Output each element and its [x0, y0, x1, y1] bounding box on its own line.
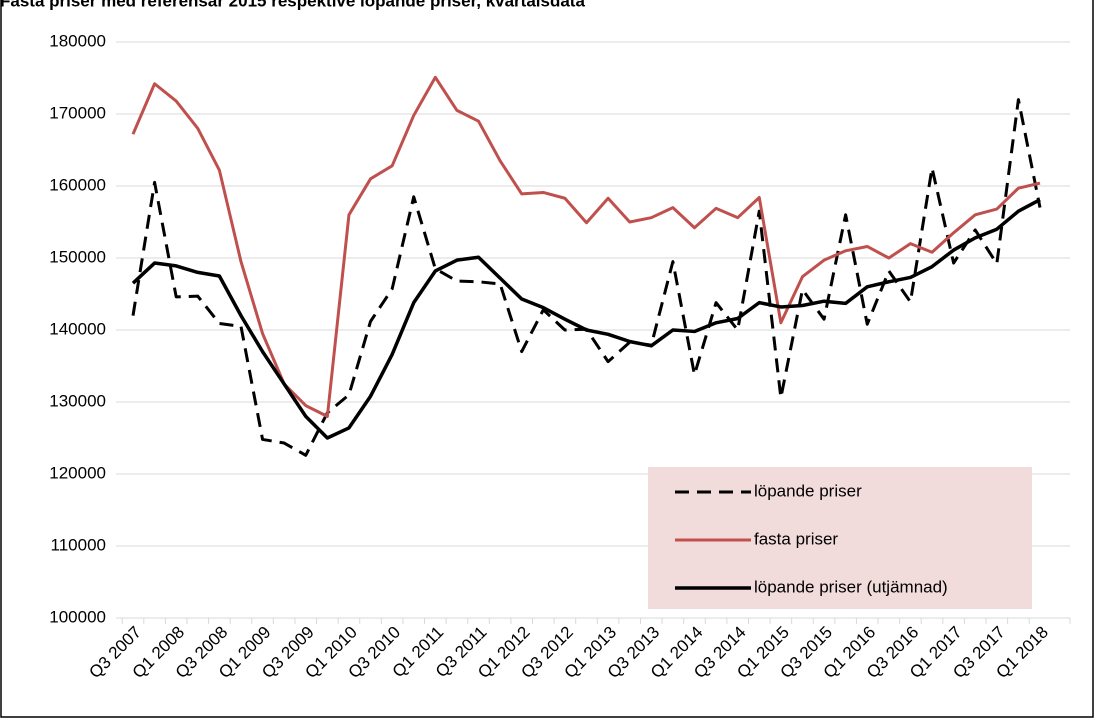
legend-label: löpande priser [754, 481, 862, 500]
legend-box [648, 467, 1032, 609]
legend-label: fasta priser [754, 529, 838, 548]
chart-title: Fasta priser med referensår 2015 respekt… [0, 0, 585, 10]
y-tick-label: 100000 [49, 607, 106, 626]
y-tick-label: 170000 [49, 103, 106, 122]
y-tick-label: 150000 [49, 247, 106, 266]
y-tick-label: 180000 [49, 31, 106, 50]
y-tick-label: 160000 [49, 175, 106, 194]
series-line [131, 198, 1041, 440]
legend-label: löpande priser (utjämnad) [754, 577, 948, 596]
y-tick-label: 110000 [51, 535, 106, 554]
y-tick-label: 140000 [49, 319, 106, 338]
y-tick-label: 120000 [49, 463, 106, 482]
y-tick-label: 130000 [49, 391, 106, 410]
